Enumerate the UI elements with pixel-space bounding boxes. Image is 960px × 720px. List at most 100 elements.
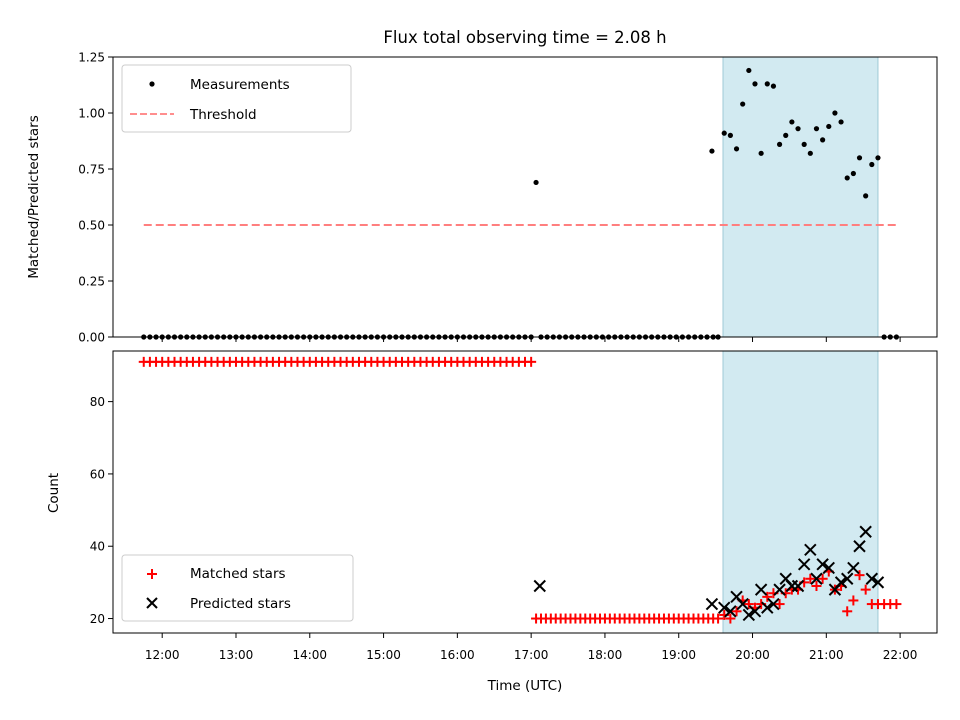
matched-star-point [860, 584, 871, 595]
matched-star-point [526, 356, 537, 367]
measurement-point [770, 83, 777, 89]
measurement-point [612, 334, 618, 340]
measurement-point [393, 334, 399, 340]
predicted-star-point [797, 558, 811, 571]
measurement-point [838, 119, 844, 125]
top-y-tick-label: 0.50 [78, 219, 105, 233]
matched-star-point [725, 613, 736, 624]
predicted-star-point [761, 601, 774, 614]
measurement-point [522, 334, 528, 340]
predicted-star-point-b [822, 561, 835, 575]
top-y-tick-label: 0.25 [78, 275, 105, 289]
bottom-x-tick-label: 20:00 [735, 648, 770, 662]
measurement-point [618, 334, 624, 340]
legend-matched-label: Matched stars [190, 566, 286, 582]
legend-measurements-marker [149, 81, 155, 87]
matched-star-point [848, 595, 859, 606]
measurement-point [661, 334, 667, 340]
measurement-point [710, 334, 716, 340]
predicted-star-point [804, 543, 817, 557]
measurement-point [294, 334, 301, 340]
measurement-point [679, 334, 686, 340]
measurement-point [190, 334, 196, 340]
measurement-point [556, 334, 563, 340]
measurement-point [325, 334, 331, 340]
measurement-point [147, 334, 153, 340]
predicted-star-point [748, 605, 762, 618]
measurement-point [331, 334, 337, 340]
measurement-point [264, 334, 270, 340]
measurement-point [550, 334, 556, 340]
measurement-point [856, 155, 863, 161]
predicted-star-point-b [797, 558, 811, 571]
measurement-point [251, 334, 258, 340]
measurement-point [184, 334, 190, 340]
legend-predicted-label: Predicted stars [190, 596, 291, 612]
predicted-star-point [705, 597, 719, 611]
bottom-x-tick-label: 18:00 [588, 648, 623, 662]
predicted-star-point [754, 583, 768, 596]
bottom-x-tick-label: 13:00 [219, 648, 254, 662]
measurement-point [319, 334, 325, 340]
predicted-star-point [533, 579, 546, 593]
measurement-point [685, 334, 692, 340]
measurement-point [454, 334, 460, 340]
measurement-point [826, 123, 832, 130]
measurement-point [196, 334, 202, 340]
measurement-point [844, 175, 850, 181]
measurement-point [698, 334, 704, 340]
measurement-point [141, 334, 147, 340]
measurement-point [257, 334, 264, 340]
matched-star-point [731, 606, 742, 617]
measurement-point [624, 334, 630, 340]
predicted-star-point-b [730, 590, 743, 604]
measurement-point [544, 334, 550, 340]
predicted-star-point-b [816, 558, 829, 571]
measurement-point [789, 119, 795, 125]
measurement-point [733, 146, 740, 152]
top-y-tick-label: 1.25 [78, 51, 105, 65]
measurement-point [795, 126, 801, 132]
measurement-point [368, 334, 374, 340]
measurement-point [893, 334, 900, 340]
measurement-point [875, 155, 881, 161]
measurement-point [667, 334, 673, 340]
measurement-point [510, 334, 516, 340]
predicted-star-point-b [718, 601, 731, 614]
matched-star-point [762, 591, 773, 602]
measurement-point [202, 334, 208, 340]
measurement-point [276, 334, 282, 340]
measurement-point [362, 334, 368, 340]
predicted-star-point [859, 525, 872, 538]
measurement-point [165, 334, 171, 340]
measurement-point [649, 334, 655, 340]
bottom-shaded-interval [722, 350, 879, 634]
measurement-point [887, 334, 893, 340]
predicted-star-point [834, 576, 848, 589]
measurement-point [417, 334, 424, 340]
predicted-star-point [865, 572, 879, 585]
measurement-point [538, 334, 544, 340]
bottom-panel: 20 40 60 80 12:00 13:00 14:00 15:00 16:00 17:00 18… [90, 350, 938, 662]
measurement-point [387, 334, 393, 340]
predicted-star-point-b [871, 576, 885, 589]
bottom-x-tick-label: 19:00 [661, 648, 696, 662]
measurement-point [442, 334, 448, 340]
predicted-star-point-b [804, 543, 817, 557]
measurement-point [288, 334, 294, 340]
measurement-point [239, 334, 245, 340]
matched-star-point [811, 581, 822, 591]
measurement-point [807, 150, 813, 156]
measurement-point [569, 334, 575, 340]
predicted-star-point-b [767, 597, 780, 611]
measurement-point [881, 334, 887, 340]
measurement-point [528, 334, 534, 340]
measurement-point [709, 148, 715, 154]
predicted-star-point-b [748, 605, 762, 618]
measurement-point [245, 334, 251, 340]
measurement-point [587, 334, 593, 340]
x-axis-label: Time (UTC) [487, 678, 563, 694]
predicted-star-point [816, 558, 829, 571]
predicted-star-point [841, 572, 854, 585]
predicted-star-point-b [847, 561, 860, 575]
